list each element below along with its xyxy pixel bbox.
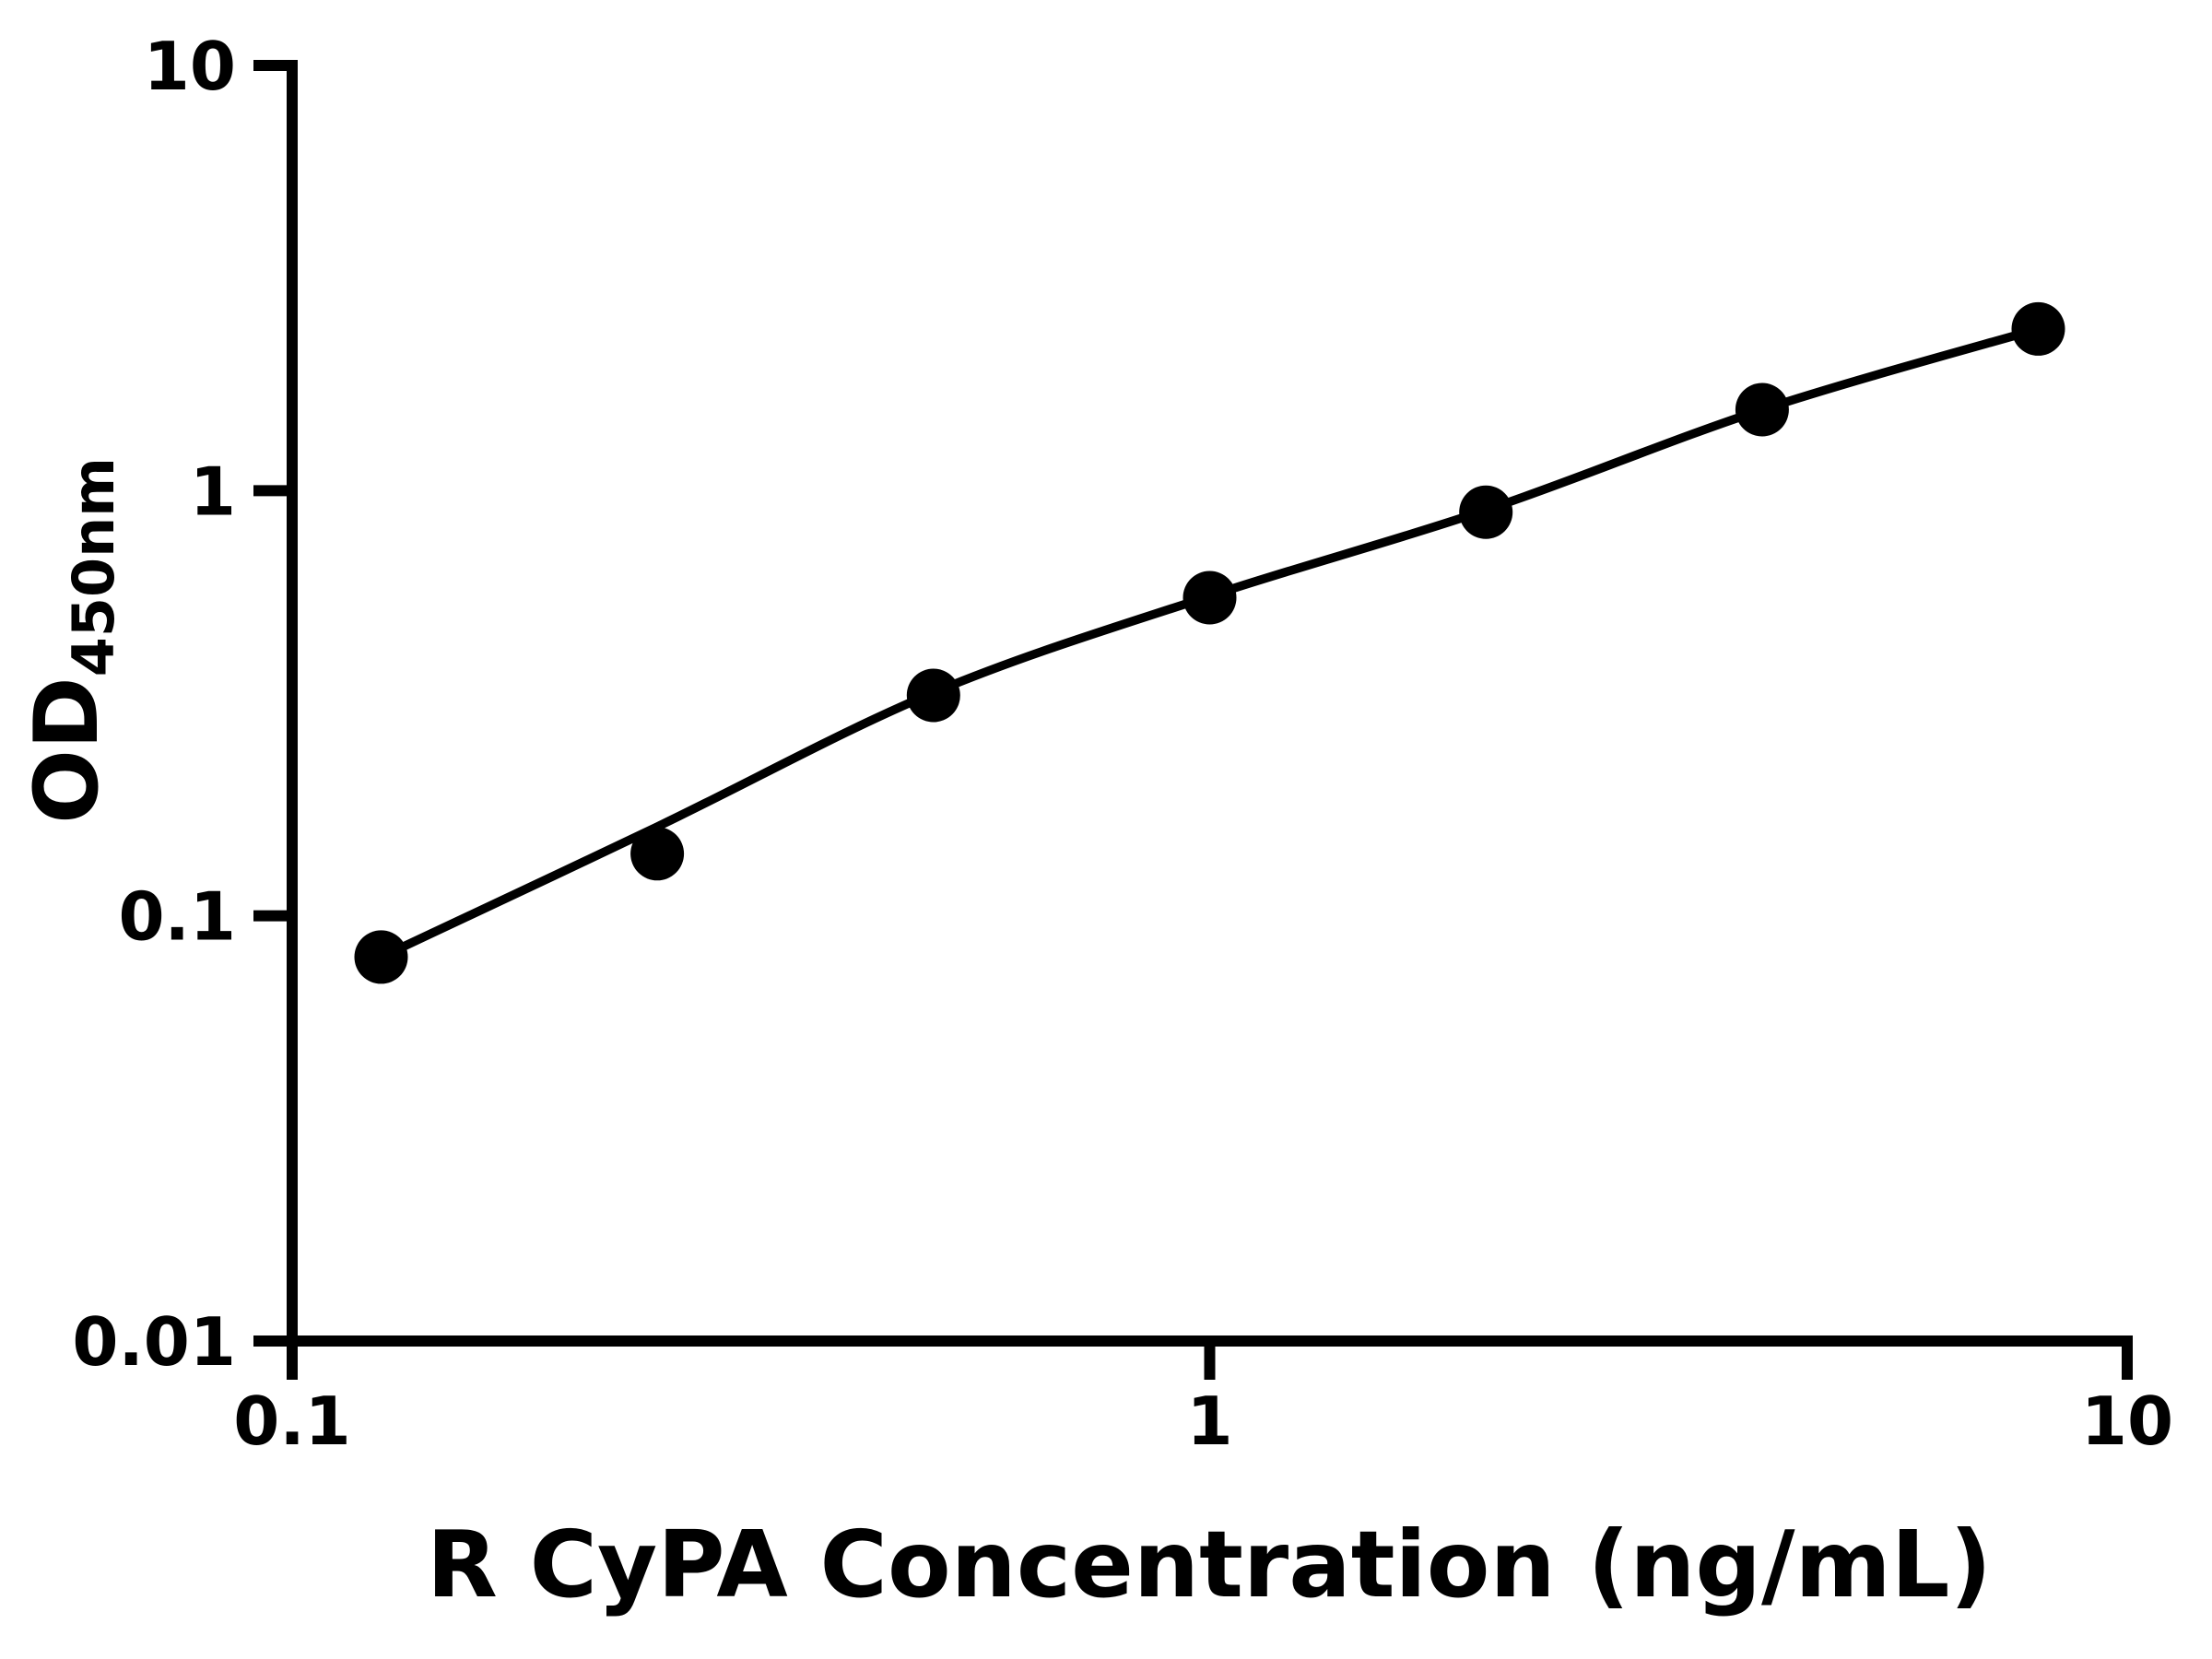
y-axis-title-main: OD	[17, 677, 118, 824]
data-points-group	[354, 301, 2065, 984]
fitted-trend-line	[376, 324, 2043, 962]
y-tick-label: 0.01	[72, 1303, 236, 1381]
x-axis-title: R CyPA Concentration (ng/mL)	[427, 1511, 1992, 1618]
x-tick-label: 1	[1186, 1382, 1232, 1460]
data-point	[630, 827, 685, 881]
data-point	[1182, 571, 1237, 625]
x-tick-label: 10	[2081, 1382, 2173, 1460]
data-point	[354, 930, 408, 984]
data-point	[2011, 301, 2065, 356]
y-tick-label: 10	[144, 28, 236, 105]
y-tick-label: 0.1	[118, 878, 236, 956]
y-axis-title: OD450nm	[17, 457, 127, 824]
data-point	[1459, 485, 1513, 539]
y-axis-title-subscript: 450nm	[60, 457, 127, 677]
fit-curve-group	[376, 324, 2043, 962]
x-tick-label: 0.1	[233, 1382, 351, 1460]
data-point	[906, 668, 960, 723]
data-point	[1735, 382, 1789, 437]
y-tick-label: 1	[190, 453, 236, 530]
